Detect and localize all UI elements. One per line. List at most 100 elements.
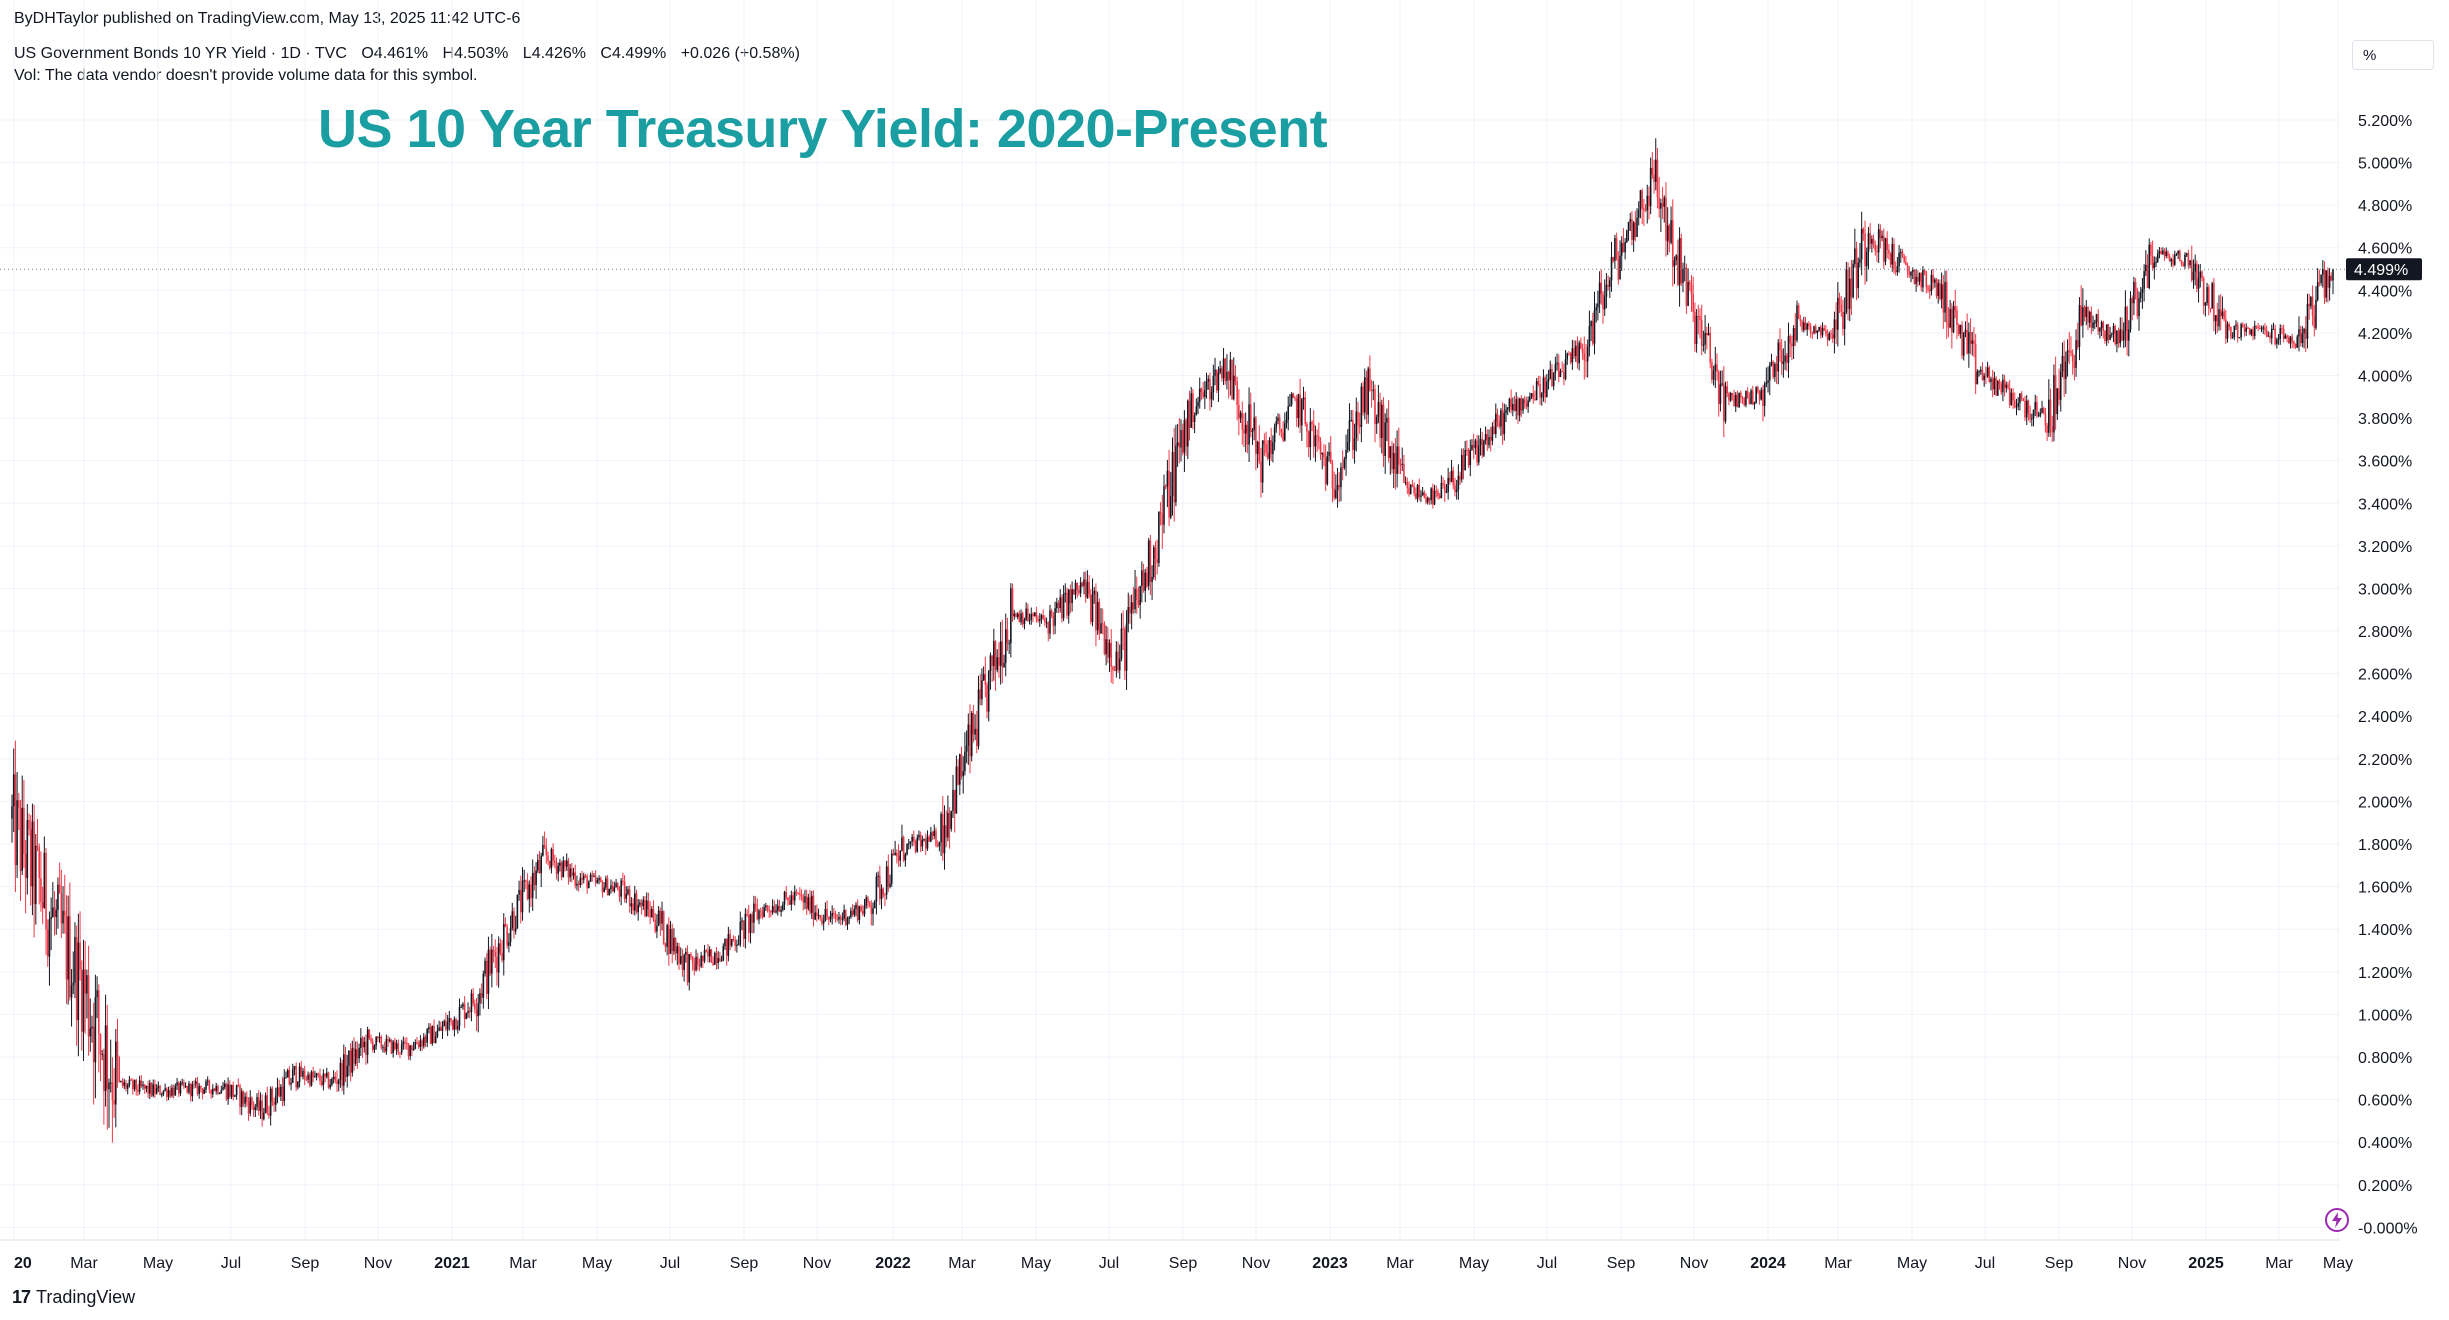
- candle-body: [562, 860, 565, 878]
- candle-body: [542, 844, 544, 856]
- candle-body: [976, 728, 978, 747]
- candle-body: [2248, 327, 2251, 335]
- candle-body: [108, 1082, 110, 1090]
- candle-body: [2102, 322, 2105, 331]
- candle-body: [62, 910, 64, 924]
- candle-body: [298, 1066, 301, 1082]
- candle-body: [1010, 588, 1012, 644]
- candle-body: [2253, 325, 2256, 337]
- candle-body: [99, 1033, 102, 1055]
- lightning-icon[interactable]: [2324, 1207, 2350, 1233]
- candle-body: [737, 944, 740, 946]
- candle-body: [2218, 309, 2220, 327]
- candle-body: [1614, 238, 1616, 261]
- candle-body: [543, 844, 546, 848]
- price-tick-label: 0.200%: [2358, 1178, 2412, 1195]
- candle-body: [1166, 470, 1169, 487]
- candle-body: [724, 938, 726, 947]
- candle-body: [793, 891, 796, 901]
- candle-body: [2265, 329, 2268, 337]
- candle-body: [72, 982, 75, 986]
- candle-body: [535, 870, 537, 886]
- candle-body: [685, 951, 687, 955]
- candle-body: [1617, 259, 1620, 280]
- symbol-name[interactable]: US Government Bonds 10 YR Yield · 1D · T…: [14, 45, 347, 62]
- candle-body: [822, 920, 825, 924]
- candle-body: [559, 862, 561, 866]
- candle-body: [879, 875, 881, 900]
- candle-body: [538, 860, 541, 874]
- candle-body: [545, 847, 548, 856]
- candle-body: [1459, 475, 1461, 480]
- candle-body: [598, 878, 600, 881]
- candle-body: [637, 904, 639, 913]
- candle-body: [1052, 615, 1055, 626]
- candle-body: [278, 1087, 280, 1097]
- candle-body: [1180, 430, 1182, 448]
- candle-body: [2092, 322, 2094, 328]
- candle-body: [2122, 331, 2125, 341]
- time-tick-label: May: [1021, 1255, 1051, 1272]
- candle-body: [280, 1086, 282, 1097]
- candle-body: [907, 843, 910, 845]
- candle-body: [188, 1083, 190, 1093]
- candle-body: [1894, 270, 1897, 273]
- candle-body: [528, 884, 531, 900]
- candle-body: [1568, 353, 1570, 355]
- candle-body: [1386, 417, 1388, 423]
- candle-body: [446, 1022, 449, 1030]
- candle-body: [55, 909, 58, 918]
- candle-body: [1945, 281, 1948, 324]
- time-axis[interactable]: 20 Mar May Jul Sep Nov 2021 Mar May Jul Sep Nov 2022…: [14, 1255, 2353, 1272]
- candle-body: [149, 1082, 151, 1094]
- candle-body: [2017, 403, 2020, 407]
- candle-body: [821, 918, 823, 924]
- candle-body: [2228, 323, 2231, 327]
- tradingview-logo[interactable]: 17 TradingView: [12, 1287, 135, 1308]
- price-axis[interactable]: -0.000% 0.200% 0.400% 0.600% 0.800% 1.000% 1.2…: [2358, 113, 2418, 1237]
- candle-body: [862, 910, 864, 915]
- candle-body: [482, 973, 485, 998]
- candle-body: [972, 713, 975, 735]
- candle-body: [1187, 400, 1189, 447]
- candle-body: [1590, 321, 1592, 327]
- candle-body: [1088, 582, 1090, 595]
- candle-body: [291, 1069, 294, 1083]
- price-scale-unit-button[interactable]: %: [2352, 40, 2434, 70]
- candle-body: [615, 883, 617, 888]
- candle-body: [1809, 326, 1812, 333]
- candle-body: [53, 907, 56, 918]
- candle-body: [948, 812, 951, 829]
- candle-body: [1879, 229, 1882, 239]
- candle-body: [361, 1037, 364, 1048]
- candle-body: [1823, 328, 1826, 331]
- candle-body: [2041, 408, 2043, 413]
- candle-body: [2145, 264, 2147, 272]
- candle-body: [1044, 618, 1046, 623]
- candle-body: [1609, 280, 1611, 287]
- candle-body: [2192, 271, 2195, 281]
- candle-body: [611, 885, 614, 892]
- candle-body: [1586, 346, 1589, 362]
- candle-body: [1814, 326, 1817, 333]
- candle-body: [1415, 493, 1417, 499]
- candle-body: [440, 1027, 442, 1031]
- candle-body: [1093, 590, 1096, 595]
- candle-body: [1236, 381, 1238, 405]
- candle-body: [1876, 251, 1878, 253]
- candle-body: [24, 854, 27, 879]
- candle-body: [533, 872, 536, 886]
- candle-body: [470, 993, 473, 1013]
- candle-body: [1316, 435, 1318, 437]
- candle-body: [14, 774, 17, 866]
- candle-body: [880, 888, 883, 900]
- candle-body: [1328, 451, 1330, 456]
- candle-body: [1384, 422, 1387, 456]
- candle-body: [1939, 283, 1941, 299]
- candle-body: [1159, 511, 1162, 514]
- candle-body: [1774, 364, 1776, 378]
- candle-body: [463, 1003, 466, 1019]
- candle-body: [712, 962, 714, 965]
- candle-body: [1583, 353, 1586, 361]
